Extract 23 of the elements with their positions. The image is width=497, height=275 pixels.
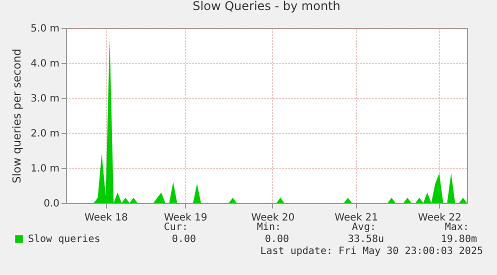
x-tick-label: Week 20 [251,212,295,224]
text: Cur: [164,222,188,233]
text: Min: [256,222,281,233]
y-tick-label: 5.0 m [30,24,60,34]
y-tick-label: 0.0 [44,198,60,210]
x-tick-label: Week 21 [334,212,378,224]
y-tick-label: 2.0 m [30,128,60,140]
x-tick-label: Week 19 [164,212,208,224]
legend-label: Slow queries [28,234,100,245]
text: 33.58u [348,234,384,245]
text: Avg: [352,222,376,233]
y-axis-title: Slow queries per second [10,48,24,184]
text: 19.80m [440,234,477,245]
text: 0.00 [172,234,196,245]
y-tick-label: 3.0 m [30,94,60,104]
x-tick-label: Week 18 [84,212,128,224]
y-tick-label: 1.0 m [30,164,60,174]
y-tick-label: 4.0 m [30,58,60,70]
chart-title: Slow Queries - by month [192,0,340,13]
text: Last update: Fri May 30 23:00:03 2025 [260,246,483,257]
text: Max: [444,222,469,233]
text: 0.00 [264,234,289,245]
x-tick-label: Week 22 [418,212,462,224]
